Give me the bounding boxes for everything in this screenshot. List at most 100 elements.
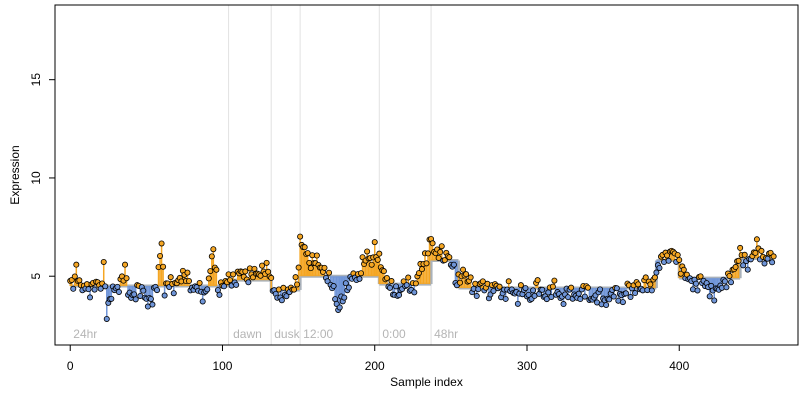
data-point (123, 275, 130, 282)
data-point (758, 247, 765, 254)
data-point (479, 278, 486, 285)
y-axis-label: Expression (8, 145, 22, 204)
data-point (230, 271, 237, 278)
phase-annotation-label: 0:00 (382, 327, 406, 341)
y-tick-label: 10 (29, 171, 43, 185)
data-point (100, 258, 107, 265)
data-point (336, 304, 343, 311)
data-point (294, 281, 301, 288)
data-point (534, 277, 541, 284)
data-point (647, 281, 654, 288)
data-point (438, 243, 445, 250)
data-point (648, 287, 655, 294)
data-point (263, 259, 270, 266)
data-point (721, 278, 728, 285)
data-point (726, 272, 733, 279)
data-point (437, 249, 444, 256)
data-point (341, 294, 348, 301)
phase-annotation-label: dusk (274, 327, 300, 341)
data-point (735, 257, 742, 264)
axes-layer: 0 100 200 300 400 5 10 15 (29, 73, 690, 373)
data-point (160, 263, 167, 270)
data-point (752, 249, 759, 256)
data-point (154, 287, 161, 294)
data-point (214, 287, 221, 294)
phase-annotation-label: dawn (233, 327, 262, 341)
data-point (770, 253, 777, 260)
data-point (87, 294, 94, 301)
data-point (227, 277, 234, 284)
data-point (207, 268, 214, 275)
data-point (744, 266, 751, 273)
data-point (429, 240, 436, 247)
data-point (460, 266, 467, 273)
data-point (753, 236, 760, 243)
data-point (268, 274, 275, 281)
data-point (412, 280, 419, 287)
data-point (656, 264, 663, 271)
data-point (196, 279, 203, 286)
data-point (73, 261, 80, 268)
data-point (161, 292, 168, 299)
data-point (91, 286, 98, 293)
annotation-layer: 24hr dawn dusk 12:00 0:00 48hr (73, 327, 458, 341)
y-tick-label: 5 (29, 273, 43, 280)
data-point (278, 297, 285, 304)
x-tick-label: 100 (212, 359, 232, 373)
data-point (210, 246, 217, 253)
data-point (584, 284, 591, 291)
data-point (245, 279, 252, 286)
data-point (332, 296, 339, 303)
data-point (769, 259, 776, 266)
data-point (380, 268, 387, 275)
data-point (549, 283, 556, 290)
data-point (677, 270, 684, 277)
data-point (761, 260, 768, 267)
data-point (326, 269, 333, 276)
data-point (291, 286, 298, 293)
data-point (551, 277, 558, 284)
data-point (376, 250, 383, 257)
data-point (383, 275, 390, 282)
data-point (415, 270, 422, 277)
data-point (697, 273, 704, 280)
data-point (358, 270, 365, 277)
data-point (251, 265, 258, 272)
data-point (313, 252, 320, 259)
data-point (297, 233, 304, 240)
data-point (653, 269, 660, 276)
data-point (740, 262, 747, 269)
data-point (435, 254, 442, 261)
data-point (606, 296, 613, 303)
data-point (627, 294, 634, 301)
data-point (149, 301, 156, 308)
x-axis-label: Sample index (390, 375, 463, 389)
x-tick-label: 0 (67, 359, 74, 373)
data-point (665, 257, 672, 264)
data-point (514, 300, 521, 307)
data-point (764, 255, 771, 262)
data-point (539, 286, 546, 293)
data-point (199, 298, 206, 305)
data-point (97, 285, 104, 292)
data-point (185, 278, 192, 285)
data-point (301, 244, 308, 251)
data-point (114, 283, 121, 290)
data-point (475, 286, 482, 293)
data-point (467, 274, 474, 281)
data-point (216, 291, 223, 298)
data-point (388, 278, 395, 285)
data-point (463, 271, 470, 278)
data-point (450, 261, 457, 268)
data-point (140, 287, 147, 294)
data-point (711, 297, 718, 304)
data-point (170, 290, 177, 297)
data-point (423, 260, 430, 267)
data-point (393, 283, 400, 290)
data-point (581, 293, 588, 300)
data-point (204, 286, 211, 293)
data-point (530, 287, 537, 294)
data-point (651, 274, 658, 281)
data-point (233, 281, 240, 288)
